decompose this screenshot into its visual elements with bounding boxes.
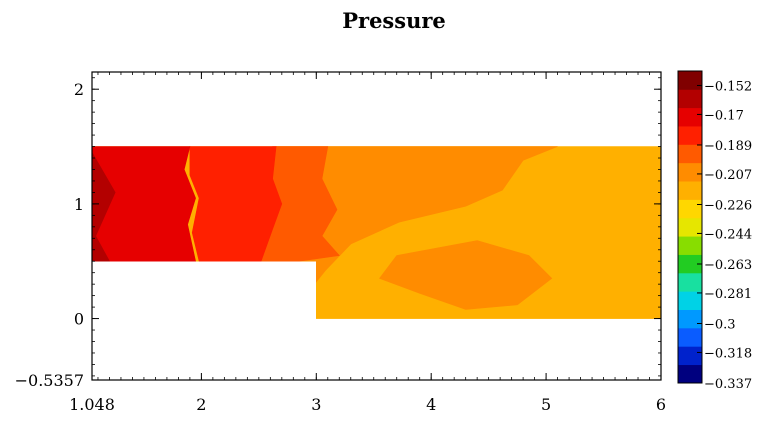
x-tick-label: 2	[196, 395, 206, 414]
y-tick-label: 0	[74, 310, 84, 329]
pressure-region	[379, 240, 553, 310]
colorbar-label: −0.3	[704, 317, 736, 332]
pressure-region	[315, 269, 343, 313]
colorbar-label: −0.152	[704, 79, 752, 94]
colorbar-band	[678, 309, 702, 329]
colorbar-band	[678, 364, 702, 384]
colorbar-label: −0.189	[704, 139, 752, 154]
x-tick-label: 3	[311, 395, 321, 414]
x-tick-label: 6	[656, 395, 666, 414]
colorbar-frame	[677, 70, 703, 384]
plot-axes: 1.048 2 3 4 5 6 −0.5357 0 1 2	[15, 71, 666, 414]
y-tick-label: −0.5357	[15, 371, 84, 390]
colorbar-band	[678, 236, 702, 255]
colorbar-label: −0.226	[704, 198, 752, 213]
colorbar-band	[678, 89, 702, 109]
pressure-region	[252, 146, 340, 262]
colorbar-label: −0.207	[704, 168, 752, 183]
colorbar-band	[678, 162, 702, 182]
pressure-region	[189, 146, 283, 262]
colorbar-band	[678, 126, 702, 145]
x-tick-label: 4	[426, 395, 436, 414]
colorbar-band	[678, 181, 702, 200]
colorbar-label: −0.318	[704, 346, 752, 361]
colorbar-label: −0.337	[704, 377, 752, 392]
colorbar-band	[678, 327, 702, 347]
colorbar-band	[678, 272, 702, 292]
colorbar: −0.152 −0.17 −0.189 −0.207 −0.226 −0.244 −0.26…	[677, 70, 752, 392]
pressure-region	[275, 146, 558, 283]
colorbar-band	[678, 144, 702, 164]
colorbar-band	[678, 71, 702, 90]
x-tick-label: 1.048	[69, 395, 115, 414]
colorbar-band	[678, 254, 702, 274]
pressure-field	[91, 146, 662, 319]
colorbar-label: −0.263	[704, 258, 752, 273]
y-tick-label: 1	[74, 195, 84, 214]
colorbar-label: −0.244	[704, 227, 752, 242]
plot-frame	[91, 71, 662, 381]
colorbar-band	[678, 346, 702, 366]
colorbar-band	[678, 291, 702, 310]
colorbar-label: −0.17	[704, 108, 744, 123]
y-tick-label: 2	[74, 80, 84, 99]
colorbar-band	[678, 107, 702, 127]
colorbar-band	[678, 199, 702, 219]
colorbar-band	[678, 217, 702, 237]
x-tick-label: 5	[541, 395, 551, 414]
chart-title: Pressure	[342, 8, 446, 33]
colorbar-label: −0.281	[704, 287, 752, 302]
